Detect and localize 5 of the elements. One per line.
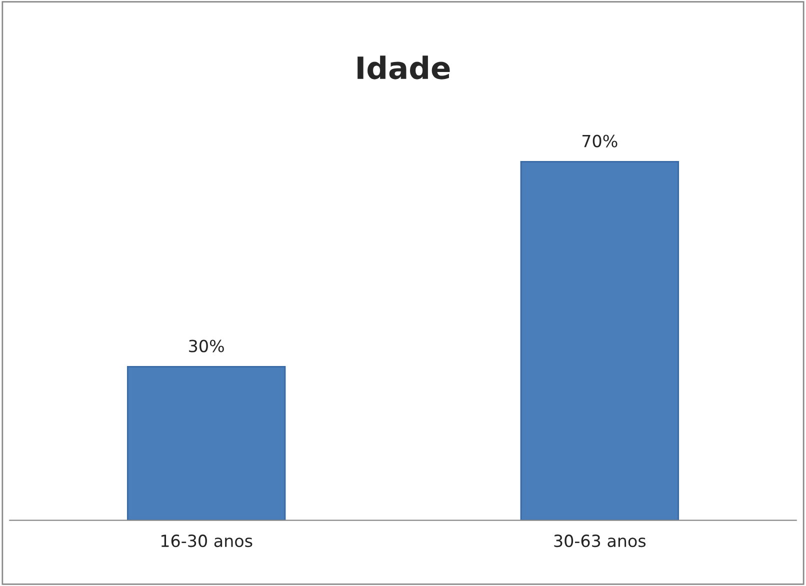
x-tick-label: 30-63 anos [554,534,646,548]
x-tick-label: 16-30 anos [161,534,252,548]
data-label: 30% [189,340,224,352]
data-label: 70% [582,134,618,148]
chart-title: Idade [358,56,450,80]
